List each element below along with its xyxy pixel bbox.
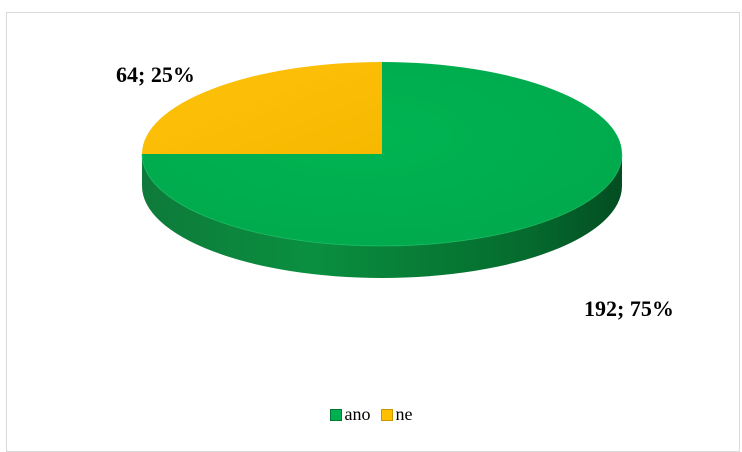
legend-item-ne: ne bbox=[380, 404, 413, 425]
legend: ano ne bbox=[0, 404, 742, 425]
legend-label-ano: ano bbox=[344, 404, 371, 424]
data-label-ne: 64; 25% bbox=[116, 62, 195, 87]
legend-label-ne: ne bbox=[395, 404, 413, 424]
legend-swatch-ano bbox=[329, 408, 342, 421]
legend-swatch-ne bbox=[380, 408, 393, 421]
pie-slice-ne bbox=[142, 62, 382, 154]
pie-rim bbox=[141, 153, 623, 247]
pie-side-wall bbox=[142, 154, 622, 278]
data-label-ano: 192; 75% bbox=[584, 296, 674, 321]
legend-item-ano: ano bbox=[329, 404, 371, 425]
